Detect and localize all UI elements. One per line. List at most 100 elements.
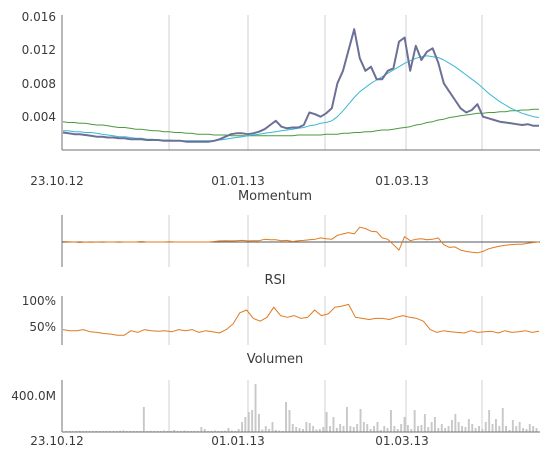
volume-y-tick: 400.0M xyxy=(11,389,56,403)
rsi-series xyxy=(62,303,540,336)
volume-bar xyxy=(308,423,311,432)
momentum-title: Momentum xyxy=(238,189,312,204)
volume-bar xyxy=(163,430,166,432)
volume-bar xyxy=(447,426,450,432)
volume-bar xyxy=(518,422,521,432)
volume-bar xyxy=(356,424,359,432)
volume-bar xyxy=(193,430,196,432)
volume-bar xyxy=(142,407,145,432)
volume-bar xyxy=(511,420,514,432)
price-panel: 0.016 0.012 0.008 0.004 23.10.12 01.01.1… xyxy=(22,10,540,188)
momentum-series xyxy=(62,226,540,254)
volume-x-tick: 01.01.13 xyxy=(211,434,264,448)
volume-bar xyxy=(244,417,247,432)
volume-bar xyxy=(454,414,457,432)
volume-bar xyxy=(427,427,430,432)
volume-bar xyxy=(200,427,203,432)
volume-bar xyxy=(501,408,504,432)
moving-average-slow-line xyxy=(62,108,539,137)
volume-bar xyxy=(491,424,494,432)
volume-bar xyxy=(227,428,230,432)
volume-bar xyxy=(393,426,396,432)
volume-bar xyxy=(498,426,501,432)
volume-bar xyxy=(434,417,436,432)
volume-bar xyxy=(258,414,260,432)
volume-panel: Volumen 400.0M 23.10.12 01.01.13 01.03.1… xyxy=(11,352,540,448)
volume-bar xyxy=(254,384,257,432)
volume-bar xyxy=(532,426,535,432)
volume-bar xyxy=(444,428,447,432)
volume-bar xyxy=(373,426,375,432)
volume-bar xyxy=(423,414,426,432)
volume-bar xyxy=(214,430,216,432)
volume-bar xyxy=(122,430,125,432)
price-y-tick: 0.004 xyxy=(22,110,56,124)
volume-bar xyxy=(407,425,409,432)
volume-bar xyxy=(173,430,176,432)
volume-bar xyxy=(305,422,308,432)
volume-bar xyxy=(78,430,81,432)
volume-bar xyxy=(224,430,226,432)
volume-bar xyxy=(467,419,470,432)
volume-bar xyxy=(251,410,254,432)
rsi-title: RSI xyxy=(264,273,285,288)
volume-bar xyxy=(315,429,318,432)
momentum-panel: Momentum xyxy=(61,189,540,267)
volume-bar xyxy=(298,428,301,432)
volume-bar xyxy=(349,426,352,432)
rsi-gridlines xyxy=(168,296,483,345)
volume-bar xyxy=(451,420,453,432)
volume-bar xyxy=(352,427,355,432)
volume-bar xyxy=(339,424,342,432)
volume-x-tick: 23.10.12 xyxy=(30,434,83,448)
volume-bar xyxy=(274,430,277,432)
rsi-y-tick: 50% xyxy=(29,320,56,334)
price-x-tick: 01.03.13 xyxy=(375,174,428,188)
volume-bar xyxy=(440,424,443,432)
price-line xyxy=(62,28,539,143)
volume-bar xyxy=(495,419,497,432)
volume-bar xyxy=(474,428,477,432)
volume-bar xyxy=(230,430,233,432)
volume-bar xyxy=(278,430,281,432)
volume-bar xyxy=(488,410,491,432)
volume-bar xyxy=(505,426,507,432)
volume-bar xyxy=(241,422,243,432)
volume-bar xyxy=(291,424,294,432)
momentum-gridlines xyxy=(168,215,483,267)
volume-bar xyxy=(332,417,335,432)
volume-bar xyxy=(288,410,291,432)
volume-bar xyxy=(515,426,518,432)
volume-bar xyxy=(522,428,524,432)
volume-bar xyxy=(329,426,331,432)
volume-bar xyxy=(362,422,365,432)
volume-bar xyxy=(285,402,287,432)
volume-bar xyxy=(379,430,382,432)
volume-bar xyxy=(203,429,206,432)
volume-bar xyxy=(376,422,379,432)
volume-bar xyxy=(264,426,267,432)
volume-bar xyxy=(366,424,369,432)
volume-bar xyxy=(400,424,403,432)
price-x-tick: 01.01.13 xyxy=(211,174,264,188)
price-x-tick: 23.10.12 xyxy=(30,174,83,188)
volume-bar xyxy=(403,417,406,432)
volume-bar xyxy=(410,429,413,432)
volume-bar xyxy=(322,427,325,432)
volume-bar xyxy=(268,429,270,432)
volume-bar xyxy=(508,430,511,432)
rsi-y-tick: 100% xyxy=(22,294,56,308)
volume-bar xyxy=(318,429,321,432)
volume-bar xyxy=(183,430,186,432)
volume-bar xyxy=(369,429,372,432)
volume-bar xyxy=(437,428,440,432)
volume-bar xyxy=(271,422,274,432)
volume-bar xyxy=(464,427,467,432)
volume-bar xyxy=(295,427,298,432)
volume-x-tick: 01.03.13 xyxy=(375,434,428,448)
volume-bar xyxy=(420,425,423,432)
volume-bar xyxy=(481,429,484,432)
volume-bar xyxy=(535,428,538,432)
rsi-panel: RSI 100% 50% xyxy=(22,273,540,345)
